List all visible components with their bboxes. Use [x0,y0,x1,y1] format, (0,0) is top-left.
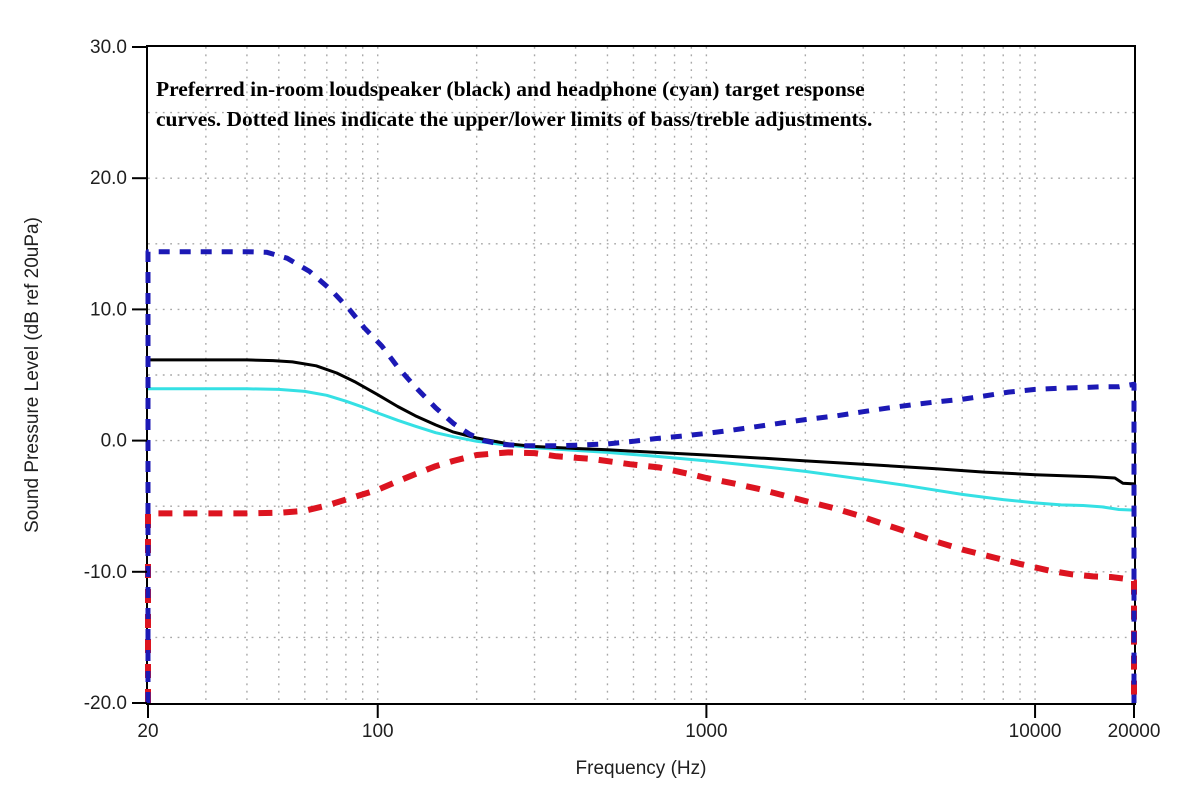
x-tick-label: 10000 [1009,721,1062,742]
chart-title-annotation: Preferred in-room loudspeaker (black) an… [156,74,1136,134]
chart-title-line1: Preferred in-room loudspeaker (black) an… [156,77,865,101]
y-tick-label: -10.0 [84,562,127,583]
plot-frame [146,45,1136,705]
x-axis-title: Frequency (Hz) [576,758,707,779]
x-tick-label: 1000 [685,721,727,742]
series-headphone-target-line [148,387,1135,512]
y-tick-label: 30.0 [90,37,127,58]
x-tick-label: 20 [137,721,158,742]
series-loudspeaker-target-line [148,358,1135,486]
series-lower-limit-line [145,449,1137,703]
y-tick-label: 0.0 [101,431,127,452]
y-axis-title: Sound Pressure Level (dB ref 20uPa) [22,217,43,533]
x-tick-label: 20000 [1108,721,1161,742]
series-upper-limit-line [145,249,1137,703]
axis-ticks [132,46,1135,718]
x-tick-label: 100 [362,721,394,742]
y-tick-label: -20.0 [84,693,127,714]
chart-title-line2: curves. Dotted lines indicate the upper/… [156,107,873,131]
gridlines [148,47,1134,703]
axis-tick-labels: 30.0 20.0 10.0 0.0 -10.0 -20.0 20 100 1000 10000 2… [84,37,1161,742]
y-tick-label: 10.0 [90,299,127,320]
series-group [145,249,1137,703]
y-tick-label: 20.0 [90,168,127,189]
